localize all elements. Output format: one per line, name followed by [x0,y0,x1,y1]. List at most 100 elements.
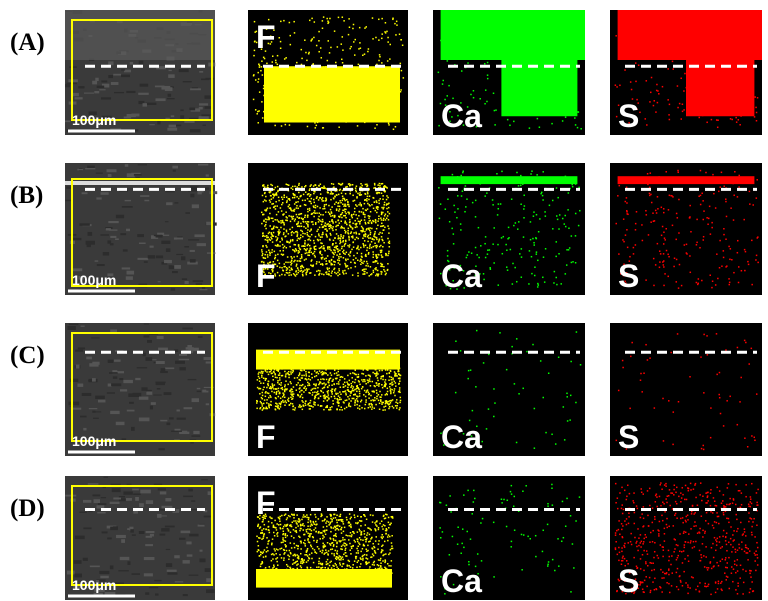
map-dot [304,233,306,235]
map-dot [542,171,544,173]
map-dot [349,193,351,195]
map-dot [331,574,333,576]
map-dot [307,539,309,541]
map-dot [386,204,388,206]
map-dot [365,375,367,377]
map-dot [354,402,356,404]
map-dot [548,372,550,374]
sem-texture [112,488,121,492]
map-dot [332,230,334,232]
map-dot [272,383,274,385]
map-dot [575,213,577,215]
sem-texture [183,496,193,498]
map-dot [377,225,379,227]
map-dot [523,36,525,38]
map-dot [378,200,380,202]
map-dot [663,266,665,268]
map-dot [261,251,263,253]
map-dot [485,236,487,238]
map-dot [294,197,296,199]
map-dot [320,78,322,80]
map-dot [290,393,292,395]
map-dot [674,258,676,260]
map-dot [319,261,321,263]
map-dot [256,402,258,404]
map-dot [645,118,647,120]
map-dot [381,534,383,536]
map-dot [753,59,755,61]
map-dot [294,547,296,549]
map-dot [353,571,355,573]
sem-texture [139,61,144,65]
map-dot [378,39,380,41]
map-dot [655,210,657,212]
map-dot [665,228,667,230]
map-dot [259,91,261,93]
map-dot [291,535,293,537]
map-dot [569,419,571,421]
map-dot [301,559,303,561]
map-dot [341,220,343,222]
map-dot [331,374,333,376]
map-dot [348,254,350,256]
map-dot [334,370,336,372]
map-dot [266,387,268,389]
map-dot [286,388,288,390]
map-dot [329,221,331,223]
map-dot [359,393,361,395]
map-dot [318,570,320,572]
map-dot [686,253,688,255]
map-dot [300,379,302,381]
map-dot [342,571,344,573]
map-dot [326,520,328,522]
map-dot [328,550,330,552]
map-dot [294,251,296,253]
map-dot [328,271,330,273]
map-dot [650,92,652,94]
map-dot [351,534,353,536]
map-dot [287,566,289,568]
map-dot [273,197,275,199]
map-dot [481,47,483,49]
map-dot [627,247,629,249]
map-dot [386,199,388,201]
map-dot [324,384,326,386]
map-dot [354,382,356,384]
map-dot [364,110,366,112]
map-dot [368,199,370,201]
map-region [264,66,400,122]
map-dot [385,379,387,381]
map-dot [721,172,723,174]
map-dot [538,96,540,98]
sem-texture [94,499,100,503]
scale-bar-label: 100μm [72,112,116,128]
map-dot [284,246,286,248]
map-dot [262,392,264,394]
map-dot [381,273,383,275]
map-dot [330,372,332,374]
map-dot [314,549,316,551]
map-dot [505,244,507,246]
map-dot [715,284,717,286]
map-dot [296,250,298,252]
map-dot [551,123,553,125]
sem-texture [107,537,112,539]
map-dot [513,225,515,227]
map-dot [313,401,315,403]
map-dot [698,278,700,280]
map-dot [669,104,671,106]
map-dot [317,206,319,208]
map-dot [322,543,324,545]
map-dot [290,373,292,375]
map-dot [257,81,259,83]
map-dot [355,81,357,83]
map-dot [293,368,295,370]
map-dot [568,228,570,230]
map-dot [663,208,665,210]
sem-texture [161,515,167,516]
map-dot [700,204,702,206]
map-dot [307,522,309,524]
map-dot [507,119,509,121]
sem-texture [126,498,132,501]
map-dot [308,221,310,223]
